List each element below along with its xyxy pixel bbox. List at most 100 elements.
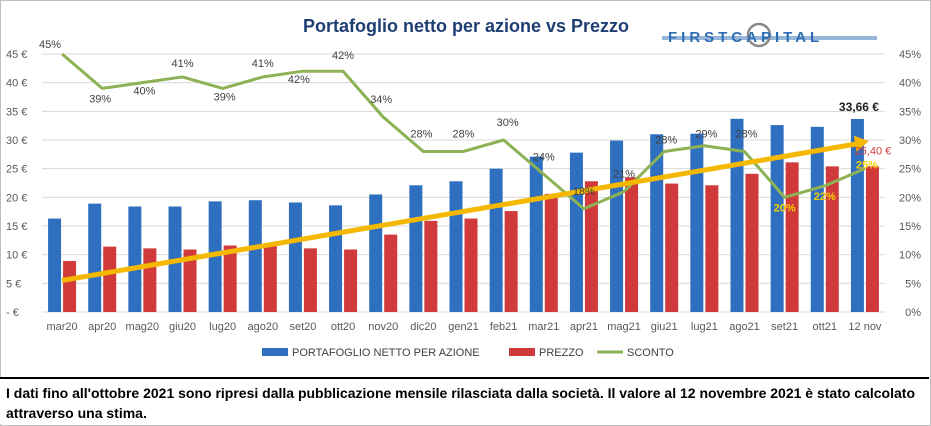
left-tick-label: 20 € xyxy=(6,192,27,204)
x-tick-label: ott21 xyxy=(813,321,837,333)
bar-prezzo xyxy=(785,162,799,312)
x-tick-label: nov20 xyxy=(368,321,398,333)
bar-portafoglio xyxy=(329,205,343,312)
sconto-label: 39% xyxy=(214,91,236,103)
left-tick-label: 25 € xyxy=(6,164,27,176)
legend-swatch-prezzo xyxy=(509,348,535,356)
sconto-label: 25% xyxy=(856,160,878,172)
bar-portafoglio xyxy=(770,125,784,313)
x-tick-label: 12 nov xyxy=(848,321,882,333)
legend: PORTAFOGLIO NETTO PER AZIONE PREZZO SCONTO xyxy=(262,347,674,359)
bar-portafoglio xyxy=(810,126,824,313)
sconto-label: 28% xyxy=(410,128,432,140)
sconto-line xyxy=(61,52,866,211)
sconto-label: 42% xyxy=(288,74,310,86)
x-tick-label: lug21 xyxy=(691,321,718,333)
bar-prezzo xyxy=(63,260,77,312)
right-tick-label: 25% xyxy=(899,164,921,176)
left-tick-label: 40 € xyxy=(6,78,27,90)
x-axis: mar20 apr20 mag20 giu20 lug20 ago20 set20 ott20… xyxy=(46,321,881,333)
sconto-label: 18% xyxy=(573,186,595,198)
sconto-label: 40% xyxy=(133,86,155,98)
bar-prezzo xyxy=(103,246,117,312)
bar-prezzo xyxy=(745,173,759,312)
x-tick-label: ago20 xyxy=(247,321,278,333)
x-tick-label: ago21 xyxy=(729,321,760,333)
x-tick-label: dic20 xyxy=(410,321,436,333)
left-tick-label: 5 € xyxy=(6,278,21,290)
bar-prezzo xyxy=(865,166,879,312)
left-tick-label: 35 € xyxy=(6,106,27,118)
x-tick-label: mag20 xyxy=(126,321,160,333)
sconto-polyline xyxy=(61,52,866,211)
legend-label-portafoglio: PORTAFOGLIO NETTO PER AZIONE xyxy=(292,347,480,359)
right-tick-label: 15% xyxy=(899,221,921,233)
bar-portafoglio xyxy=(128,206,142,312)
right-tick-label: 40% xyxy=(899,78,921,90)
sconto-label: 39% xyxy=(89,93,111,105)
logo-ring-icon xyxy=(746,22,772,48)
gridlines xyxy=(42,53,885,313)
left-tick-label: - € xyxy=(6,307,19,319)
left-axis: - € 5 € 10 € 15 € 20 € 25 € 30 € 35 € 40 € 45 € xyxy=(6,49,27,319)
bar-prezzo xyxy=(825,166,839,312)
sconto-label: 28% xyxy=(452,128,474,140)
sconto-label: 34% xyxy=(370,94,392,106)
sconto-label: 29% xyxy=(695,129,717,141)
bar-portafoglio xyxy=(248,200,262,312)
bar-portafoglio xyxy=(369,194,383,312)
trend-arrow-head xyxy=(853,135,869,152)
bar-portafoglio xyxy=(449,181,463,312)
right-tick-label: 5% xyxy=(905,278,921,290)
last-nav-label: 33,66 € xyxy=(839,100,879,114)
bar-prezzo xyxy=(303,248,317,312)
x-tick-label: mar21 xyxy=(528,321,559,333)
annotations: 45% 39% 40% 41% 39% 41% 42% 42% 34% 28% 28% 30% 24% 1… xyxy=(39,39,891,214)
bar-portafoglio xyxy=(88,203,102,312)
bar-prezzo xyxy=(665,183,679,312)
x-tick-label: lug20 xyxy=(209,321,236,333)
left-tick-label: 15 € xyxy=(6,221,27,233)
trend-arrow xyxy=(61,135,869,283)
trend-arrow-line xyxy=(61,140,862,283)
left-tick-label: 10 € xyxy=(6,250,27,262)
left-tick-label: 45 € xyxy=(6,49,27,61)
x-tick-label: apr21 xyxy=(570,321,598,333)
bar-prezzo xyxy=(625,177,639,312)
x-tick-label: set21 xyxy=(771,321,798,333)
bar-portafoglio xyxy=(610,140,624,312)
sconto-label: 42% xyxy=(332,50,354,62)
bar-portafoglio xyxy=(850,119,864,313)
sconto-label: 20% xyxy=(774,202,796,214)
bar-prezzo xyxy=(263,246,277,312)
right-tick-label: 45% xyxy=(899,49,921,61)
bar-portafoglio xyxy=(690,133,704,312)
sconto-label: 45% xyxy=(39,39,61,51)
bar-portafoglio xyxy=(529,156,543,312)
bar-prezzo xyxy=(584,181,598,312)
bar-portafoglio xyxy=(288,202,302,312)
last-price-label: 25,40 € xyxy=(855,145,892,157)
sconto-label: 41% xyxy=(252,58,274,70)
right-tick-label: 0% xyxy=(905,307,921,319)
bar-prezzo xyxy=(344,249,358,312)
bar-prezzo xyxy=(464,218,478,312)
right-tick-label: 20% xyxy=(899,192,921,204)
bar-prezzo xyxy=(544,193,558,312)
x-tick-label: gen21 xyxy=(448,321,479,333)
chart-title: Portafoglio netto per azione vs Prezzo xyxy=(303,16,629,36)
bar-portafoglio xyxy=(409,185,423,312)
legend-label-prezzo: PREZZO xyxy=(539,347,584,359)
x-tick-label: giu21 xyxy=(651,321,678,333)
right-tick-label: 35% xyxy=(899,106,921,118)
footnote: I dati fino all'ottobre 2021 sono ripres… xyxy=(0,377,929,424)
left-tick-label: 30 € xyxy=(6,135,27,147)
bar-prezzo xyxy=(424,220,438,312)
bar-prezzo xyxy=(504,211,518,312)
x-tick-label: mar20 xyxy=(46,321,77,333)
x-tick-label: apr20 xyxy=(88,321,116,333)
x-tick-label: set20 xyxy=(289,321,316,333)
legend-label-sconto: SCONTO xyxy=(627,347,674,359)
sconto-label: 21% xyxy=(613,169,635,181)
